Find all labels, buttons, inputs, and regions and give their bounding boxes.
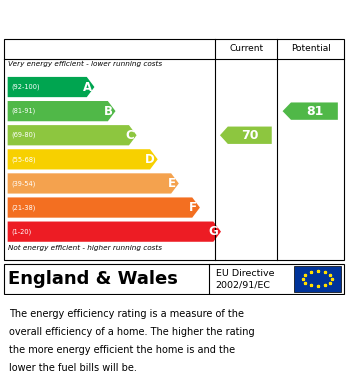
Text: C: C [125, 129, 134, 142]
Text: E: E [168, 177, 176, 190]
Text: (55-68): (55-68) [12, 156, 37, 163]
Text: (21-38): (21-38) [12, 204, 36, 211]
Polygon shape [8, 197, 200, 218]
Text: (39-54): (39-54) [12, 180, 36, 187]
Polygon shape [8, 101, 116, 121]
Polygon shape [8, 149, 158, 169]
Text: Not energy efficient - higher running costs: Not energy efficient - higher running co… [8, 245, 162, 251]
Text: Energy Efficiency Rating: Energy Efficiency Rating [9, 11, 211, 26]
Polygon shape [8, 125, 137, 145]
Text: G: G [208, 225, 218, 238]
Text: Potential: Potential [291, 44, 331, 53]
Text: lower the fuel bills will be.: lower the fuel bills will be. [9, 362, 136, 373]
Text: The energy efficiency rating is a measure of the: The energy efficiency rating is a measur… [9, 309, 244, 319]
Text: (1-20): (1-20) [12, 228, 32, 235]
Text: (92-100): (92-100) [12, 84, 40, 90]
Text: overall efficiency of a home. The higher the rating: overall efficiency of a home. The higher… [9, 327, 254, 337]
Polygon shape [220, 127, 272, 144]
Polygon shape [8, 173, 179, 194]
Text: A: A [82, 81, 92, 93]
Text: Current: Current [229, 44, 263, 53]
Polygon shape [283, 102, 338, 120]
Text: EU Directive: EU Directive [216, 269, 274, 278]
Text: 81: 81 [306, 105, 323, 118]
Text: Very energy efficient - lower running costs: Very energy efficient - lower running co… [8, 61, 162, 66]
Text: 2002/91/EC: 2002/91/EC [216, 280, 271, 289]
Text: (81-91): (81-91) [12, 108, 36, 115]
Text: England & Wales: England & Wales [8, 270, 177, 288]
Text: B: B [104, 105, 113, 118]
Text: D: D [145, 153, 155, 166]
Polygon shape [8, 77, 94, 97]
Bar [294, 266, 341, 292]
Polygon shape [8, 222, 221, 242]
Text: (69-80): (69-80) [12, 132, 36, 138]
Text: 70: 70 [241, 129, 259, 142]
Text: F: F [189, 201, 197, 214]
Text: the more energy efficient the home is and the: the more energy efficient the home is an… [9, 345, 235, 355]
